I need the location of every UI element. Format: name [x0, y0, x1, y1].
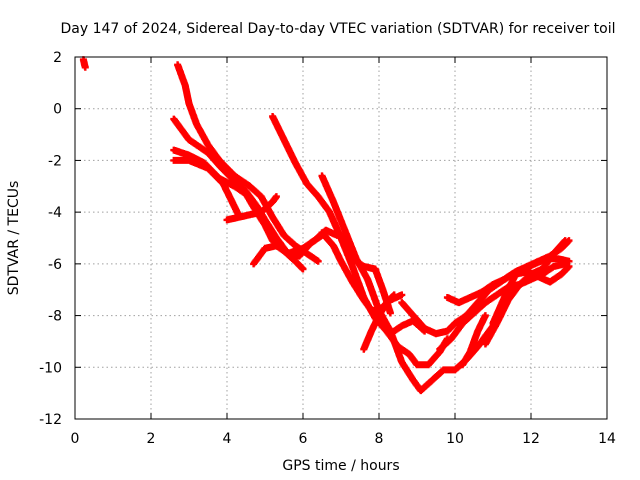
- data-point-markers: [459, 312, 489, 369]
- x-tick-label: 4: [223, 431, 232, 447]
- series-arc-r: [489, 262, 573, 327]
- data-points: [79, 56, 573, 395]
- y-tick-label: 2: [53, 50, 62, 66]
- x-tick-label: 2: [147, 431, 156, 447]
- x-tick-label: 0: [71, 431, 80, 447]
- series-arc-l: [360, 291, 398, 353]
- x-tick-label: 6: [299, 431, 308, 447]
- y-axis-title: SDTVAR / TECUs: [6, 181, 22, 296]
- data-point-markers: [318, 172, 505, 395]
- y-tick-label: 0: [53, 102, 62, 118]
- y-tick-label: -2: [48, 153, 62, 169]
- x-tick-labels: 0 2 4 6 8 10 12 14: [71, 431, 616, 447]
- series-arc-n: [386, 317, 429, 338]
- series-arc-g: [250, 231, 326, 268]
- data-point-markers: [223, 193, 280, 224]
- x-tick-label: 12: [522, 431, 540, 447]
- data-point-markers: [170, 156, 242, 219]
- data-point-markers: [174, 61, 322, 265]
- series-arc-f: [223, 193, 280, 224]
- x-tick-label: 10: [446, 431, 464, 447]
- data-point-markers: [386, 317, 429, 338]
- series-arc-a: [79, 56, 89, 71]
- y-tick-labels: -12 -10 -8 -6 -4 -2 0 2: [39, 50, 62, 428]
- series-arc-b: [174, 61, 322, 265]
- series-arc-e: [170, 156, 242, 219]
- data-point-markers: [170, 115, 341, 257]
- series-arc-i: [318, 172, 505, 395]
- data-point-markers: [489, 262, 573, 327]
- data-point-markers: [360, 291, 398, 353]
- axis-ticks: [74, 56, 608, 420]
- chart-title: Day 147 of 2024, Sidereal Day-to-day VTE…: [60, 21, 615, 37]
- series-arc-c: [170, 115, 341, 257]
- y-tick-label: -12: [39, 412, 62, 428]
- x-tick-label: 8: [375, 431, 384, 447]
- y-tick-label: -10: [39, 360, 62, 376]
- x-axis-title: GPS time / hours: [282, 458, 399, 474]
- plot-frame: [74, 56, 608, 420]
- x-tick-label: 14: [598, 431, 616, 447]
- series-arc-s: [459, 312, 489, 369]
- data-point-markers: [79, 56, 89, 71]
- y-tick-label: -8: [48, 309, 62, 325]
- y-tick-label: -6: [48, 257, 62, 273]
- y-tick-label: -4: [48, 205, 62, 221]
- data-point-markers: [250, 231, 326, 268]
